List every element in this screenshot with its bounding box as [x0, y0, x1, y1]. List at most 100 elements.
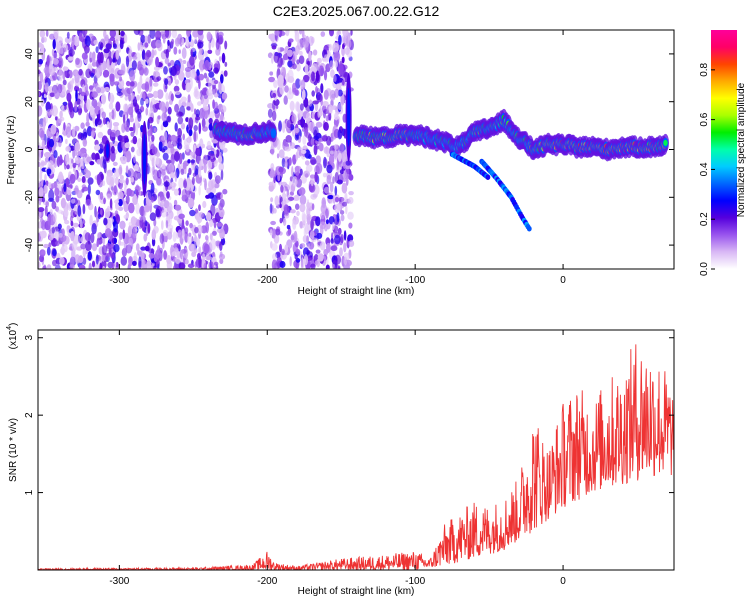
heatmap-cell	[123, 186, 127, 196]
heatmap-cell	[54, 264, 61, 269]
heatmap-cell	[135, 243, 140, 252]
heatmap-cell	[39, 170, 43, 182]
heatmap-cell	[195, 208, 198, 214]
heatmap-cell	[122, 145, 127, 157]
heatmap-cell	[218, 81, 222, 92]
heatmap-cell	[207, 49, 213, 54]
heatmap-cell	[224, 61, 228, 67]
heatmap-cell	[165, 92, 169, 101]
heatmap-cell	[144, 35, 148, 43]
heatmap-cell	[70, 231, 75, 242]
heatmap-cell	[342, 201, 347, 207]
heatmap-cell	[118, 206, 124, 212]
heatmap-cell	[142, 59, 146, 66]
heatmap-cell	[334, 112, 339, 121]
heatmap-cell	[170, 65, 177, 77]
heatmap-cell	[163, 250, 168, 260]
heatmap-cell	[99, 192, 104, 200]
heatmap-cell	[271, 45, 277, 50]
heatmap-cell	[164, 78, 169, 86]
heatmap-cell	[130, 131, 135, 137]
heatmap-cell	[292, 219, 297, 230]
x-tick-label: -100	[405, 275, 425, 286]
heatmap-cell	[196, 237, 200, 248]
heatmap-cell	[208, 111, 215, 119]
heatmap-cell	[115, 201, 120, 210]
heatmap-cell	[136, 172, 142, 179]
heatmap-cell	[301, 30, 305, 39]
heatmap-cell	[187, 197, 195, 209]
heatmap-cell	[85, 68, 92, 79]
heatmap-cell	[79, 99, 84, 109]
heatmap-cell	[55, 131, 60, 142]
heatmap-cell	[208, 171, 213, 180]
heatmap-cell	[205, 221, 209, 234]
heatmap-cell	[185, 36, 189, 47]
heatmap-cell	[47, 197, 55, 203]
heatmap-cell	[186, 106, 191, 111]
heatmap-cell	[302, 247, 309, 257]
heatmap-cell	[155, 39, 162, 49]
heatmap-cell	[72, 126, 76, 139]
heatmap-cell	[110, 253, 115, 259]
heatmap-cell	[78, 172, 83, 177]
heatmap-cell	[52, 39, 56, 50]
heatmap-cell	[306, 243, 310, 250]
heatmap-cell	[337, 129, 343, 140]
heatmap-cell	[185, 258, 189, 265]
heatmap-cell	[74, 85, 80, 92]
heatmap-cell	[272, 110, 277, 121]
heatmap-cell	[174, 122, 178, 132]
heatmap-cell	[299, 30, 303, 35]
snr-scale-exp: 4	[6, 326, 13, 330]
heatmap-cell	[63, 244, 68, 253]
heatmap-cell	[280, 181, 288, 187]
heatmap-cell	[41, 161, 47, 166]
heatmap-cell	[219, 258, 224, 264]
heatmap-cell	[38, 161, 41, 168]
heatmap-cell	[41, 250, 46, 255]
heatmap-cell	[102, 236, 106, 246]
heatmap-cell	[329, 43, 332, 51]
heatmap-cell	[79, 153, 85, 158]
heatmap-cell	[38, 58, 43, 65]
heatmap-cell	[122, 229, 126, 240]
heatmap-cell	[109, 179, 114, 191]
heatmap-cell	[208, 40, 211, 51]
heatmap-cell	[286, 119, 293, 129]
heatmap-cell	[119, 175, 124, 180]
heatmap-cell	[116, 32, 122, 38]
heatmap-cell	[189, 222, 194, 229]
heatmap-cell	[130, 216, 137, 226]
heatmap-cell	[162, 36, 166, 44]
heatmap-cell	[52, 58, 59, 65]
heatmap-cell	[125, 177, 129, 186]
heatmap-cell	[189, 209, 196, 217]
heatmap-cell	[114, 199, 120, 204]
heatmap-cell	[221, 52, 226, 64]
heatmap-cell	[52, 249, 57, 257]
heatmap-cell	[281, 157, 286, 168]
heatmap-cell	[279, 217, 283, 224]
heatmap-cell	[82, 247, 87, 258]
heatmap-spike-core	[106, 143, 110, 158]
heatmap-cell	[128, 49, 133, 58]
heatmap-cell	[156, 76, 162, 81]
heatmap-cell	[38, 70, 41, 75]
heatmap-cell	[146, 58, 152, 66]
heatmap-cell	[315, 61, 320, 71]
heatmap-cell	[94, 144, 101, 151]
heatmap-cell	[294, 253, 298, 260]
heatmap-cell	[132, 227, 138, 239]
heatmap-cell	[73, 35, 80, 47]
heatmap-cell	[74, 142, 81, 152]
heatmap-cell	[55, 240, 60, 247]
heatmap-cell	[145, 98, 149, 104]
heatmap-cell	[315, 121, 323, 128]
heatmap-cell	[162, 146, 168, 151]
heatmap-cell	[104, 208, 111, 219]
heatmap-cell	[333, 150, 338, 160]
heatmap-cell	[58, 118, 63, 124]
heatmap-cell	[296, 59, 300, 65]
snr-y-label: SNR (10 * v/v)	[8, 418, 19, 482]
